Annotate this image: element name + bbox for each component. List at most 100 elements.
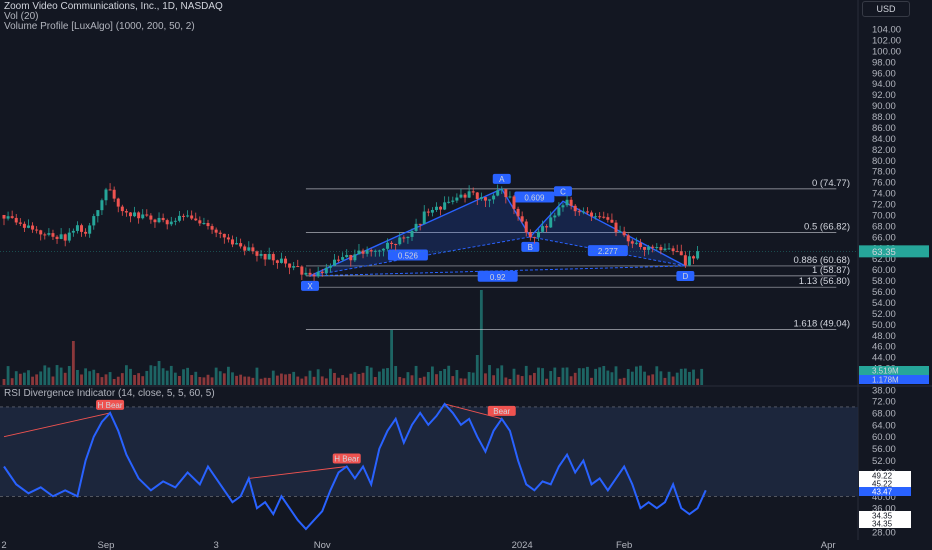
candle-body [14,217,18,223]
candle-body [332,259,336,266]
volume-bar [169,365,173,385]
candle-body [230,239,234,245]
volume-value-label: 3.519M [872,367,899,376]
volume-bar [675,372,679,385]
volume-bar [488,365,491,385]
pattern-point-badge [521,241,540,252]
volume-bar [659,371,663,385]
rsi-value-badge [859,519,911,528]
volume-bar [598,367,602,385]
candle-body [675,251,679,253]
candle-body [622,231,626,236]
pattern-point-label: X [307,282,313,291]
volume-bar [345,377,349,385]
volume-bar [435,374,438,385]
candle-body [75,225,79,231]
volume-bar [679,368,683,385]
volume-bar [271,370,275,385]
volume-bar [581,368,585,385]
candle-body [84,231,88,234]
candle-body [202,222,206,224]
rsi-tick-label: 72.00 [872,397,896,408]
volume-bar [31,376,34,385]
candle-body [581,211,585,213]
fib-level-label: 0.5 (66.82) [804,221,850,232]
candle-body [116,198,120,207]
candle-body [626,235,630,242]
volume-bar [549,371,553,385]
candle-body [377,250,381,252]
volume-bar [214,367,218,385]
candle-body [31,225,35,230]
price-tick-label: 56.00 [872,287,896,298]
volume-bar [231,372,234,385]
divergence-line [444,403,502,420]
price-tick-label: 48.00 [872,331,896,342]
rsi-value-badge [859,511,911,520]
rsi-tick-label: 60.00 [872,432,896,443]
candle-body [569,199,573,206]
pattern-point-badge [553,186,572,197]
candle-body [524,221,528,233]
candle-body [104,189,108,201]
candle-body [190,215,194,219]
candle-body [414,223,418,231]
volume-bar [92,369,96,385]
candle-body [426,211,430,213]
candle-body [320,271,324,273]
volume-bar [663,377,667,385]
volume-bar [71,341,75,385]
pattern-ratio-label: 0.92 [490,273,506,282]
volume-bar [541,368,544,385]
candle-body [39,230,43,235]
price-tick-label: 78.00 [872,167,896,178]
volume-bar [557,376,561,385]
candle-body [610,219,614,223]
candle-body [545,226,549,228]
volume-bar [377,371,381,385]
volume-bar [349,373,353,385]
candle-body [467,191,471,198]
volume-bar [133,375,136,385]
candle-body [488,199,492,201]
candle-body [504,189,508,198]
volume-bar [23,372,26,385]
price-tick-label: 72.00 [872,200,896,211]
volume-bar [651,374,655,385]
volume-bar [357,373,361,385]
volume-bar [67,366,71,385]
volume-bar [369,367,373,385]
pattern-point-label: C [560,187,566,196]
price-tick-label: 74.00 [872,189,896,200]
volume-bar [361,372,365,385]
current-price-label: 63.35 [872,247,896,258]
volume-bar [337,377,340,385]
volume-bar [406,372,410,385]
candle-body [451,200,455,202]
candle-body [455,197,459,201]
rsi-value-badge [859,487,911,496]
price-tick-label: 60.00 [872,265,896,276]
price-tick-label: 54.00 [872,298,896,309]
candle-body [577,211,581,213]
candle-body [643,246,647,250]
volume-bar [606,370,610,385]
candle-body [71,230,75,233]
candle-body [2,214,6,219]
price-tick-label: 38.00 [872,386,896,397]
candle-body [284,258,288,264]
pattern-ratio-badge [587,245,628,257]
volume-bar [602,365,606,385]
volume-bar [235,375,238,385]
candle-body [483,197,487,201]
volume-bar [443,368,447,385]
candle-body [88,225,92,234]
currency-button[interactable]: USD [862,1,910,17]
volume-bar [414,365,418,385]
volume-bar [43,365,47,385]
harmonic-pattern: X A B C D 0.526 0.609 0.92 2.277 [301,173,695,291]
volume-bar [2,379,6,385]
volume-bar [47,367,51,385]
candle-body [263,253,267,260]
